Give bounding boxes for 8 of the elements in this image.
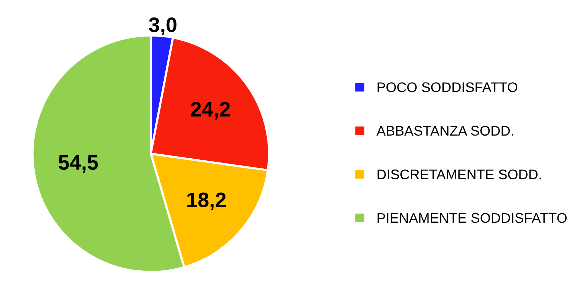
legend-label: DISCRETAMENTE SODD. — [378, 170, 542, 180]
data-label: 54,5 — [58, 156, 98, 174]
legend-label: PIENAMENTE SODDISFATTO — [378, 213, 567, 224]
data-label: 3,0 — [149, 18, 177, 36]
legend-label: ABBASTANZA SODD. — [376, 126, 514, 136]
data-label: 24,2 — [191, 102, 230, 120]
data-label: 18,2 — [188, 192, 226, 211]
legend-label: POCO SODDISFATTO — [378, 82, 518, 92]
